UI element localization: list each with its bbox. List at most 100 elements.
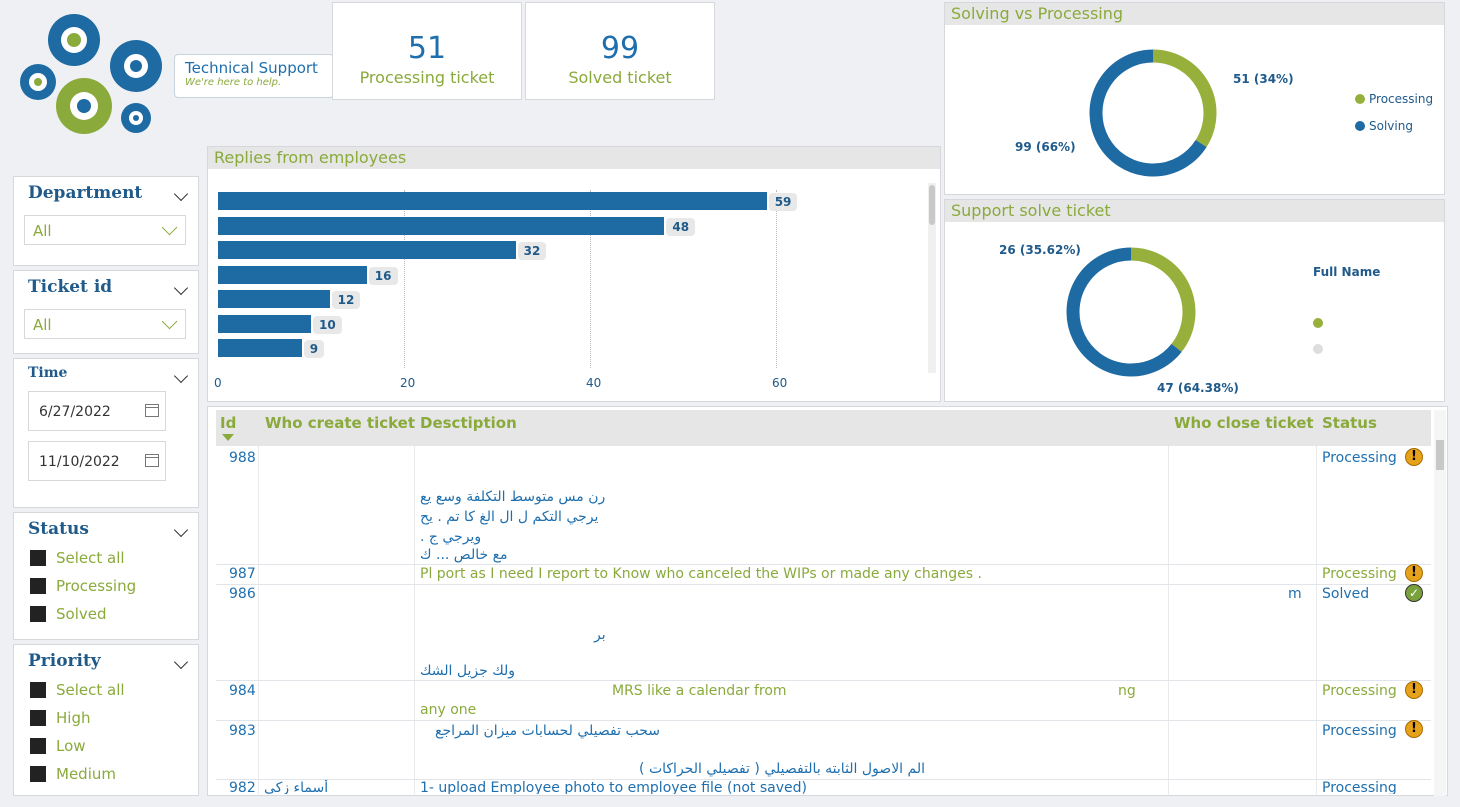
solving-vs-processing-donut <box>1089 49 1217 177</box>
bar[interactable] <box>218 314 311 333</box>
row-description-line: رن مس متوسط التكلفة وسع يع <box>420 489 606 505</box>
row-description-line: Pl port as I need I report to Know who c… <box>420 566 982 582</box>
x-tick-label: 60 <box>772 376 788 390</box>
warning-icon: ! <box>1405 681 1423 699</box>
option-label: High <box>56 709 91 727</box>
donut-slice[interactable] <box>1152 49 1217 148</box>
priority-slicer[interactable]: Priority Select all High Low Medium <box>13 644 199 796</box>
checkbox[interactable] <box>30 710 46 726</box>
department-dropdown[interactable]: All <box>24 215 186 245</box>
time-slicer[interactable]: Time 6/27/2022 11/10/2022 <box>13 358 199 508</box>
end-date-value: 11/10/2022 <box>39 454 120 470</box>
checkbox[interactable] <box>30 738 46 754</box>
warning-icon: ! <box>1405 448 1423 466</box>
chevron-down-icon[interactable] <box>173 186 189 202</box>
table-scrollbar[interactable] <box>1434 410 1446 796</box>
scrollbar-thumb[interactable] <box>929 185 935 225</box>
checkmark-icon: ✓ <box>1405 584 1423 602</box>
donut-slice[interactable] <box>1089 49 1207 177</box>
bar[interactable] <box>218 241 516 259</box>
chevron-down-icon <box>161 219 178 236</box>
kpi-processing-card: 51 Processing ticket <box>332 2 522 100</box>
table-row-id[interactable]: 983 <box>229 723 256 739</box>
sort-down-icon[interactable] <box>222 434 234 441</box>
ticket-id-value: All <box>33 316 52 334</box>
row-description-line: يرجي التكم ل ال الغ كا تم . يح <box>420 509 599 525</box>
priority-option-low[interactable]: Low <box>30 735 86 757</box>
status-option-processing[interactable]: Processing <box>30 575 136 597</box>
table-row-id[interactable]: 987 <box>229 566 256 582</box>
table-row-id[interactable]: 988 <box>229 450 256 466</box>
solving-vs-processing-title: Solving vs Processing <box>945 3 1444 25</box>
chevron-down-icon[interactable] <box>173 280 189 296</box>
donut2-label-a: 26 (35.62%) <box>999 243 1081 257</box>
kpi-processing-label: Processing ticket <box>359 68 495 87</box>
option-label: Medium <box>56 765 116 783</box>
calendar-icon[interactable] <box>145 454 159 467</box>
col-id[interactable]: Id <box>220 414 237 432</box>
chevron-down-icon[interactable] <box>173 522 189 538</box>
col-description[interactable]: Desctiption <box>420 414 517 432</box>
bar[interactable] <box>218 216 665 235</box>
status-option-select-all[interactable]: Select all <box>30 547 125 569</box>
start-date-field[interactable]: 6/27/2022 <box>28 391 166 431</box>
donut-slice[interactable] <box>1066 247 1182 377</box>
kpi-solved-label: Solved ticket <box>568 68 672 87</box>
calendar-icon[interactable] <box>145 404 159 417</box>
table-row[interactable]: 982 أسماء زكي 1- upload Employee photo t… <box>216 780 1431 794</box>
table-row-id[interactable]: 982 <box>229 780 256 794</box>
scrollbar-thumb[interactable] <box>1436 440 1444 470</box>
option-label: Solved <box>56 605 107 623</box>
row-status: Processing <box>1322 683 1397 699</box>
end-date-field[interactable]: 11/10/2022 <box>28 441 166 481</box>
checkbox[interactable] <box>30 606 46 622</box>
chevron-down-icon[interactable] <box>173 654 189 670</box>
table-row-id[interactable]: 986 <box>229 586 256 602</box>
priority-title: Priority <box>28 651 101 671</box>
support-solve-ticket-panel: Support solve ticket 26 (35.62%) 47 (64.… <box>944 199 1445 402</box>
priority-option-select-all[interactable]: Select all <box>30 679 125 701</box>
row-status: Processing <box>1322 566 1397 582</box>
legend-processing[interactable]: Processing <box>1355 92 1433 106</box>
bar[interactable] <box>218 290 330 308</box>
col-who-create[interactable]: Who create ticket <box>265 414 416 432</box>
department-value: All <box>33 222 52 240</box>
x-tick-label: 40 <box>586 376 602 390</box>
legend-dot <box>1313 318 1323 328</box>
checkbox[interactable] <box>30 578 46 594</box>
status-option-solved[interactable]: Solved <box>30 603 107 625</box>
department-slicer[interactable]: Department All <box>13 176 199 266</box>
row-description-line: ويرجي ج . <box>420 529 482 545</box>
ticket-id-dropdown[interactable]: All <box>24 309 186 339</box>
col-status[interactable]: Status <box>1322 414 1377 432</box>
kpi-processing-value: 51 <box>407 31 447 66</box>
row-description-line: الم الاصول الثابته بالتفصيلي ( تفصيلي ال… <box>639 761 925 777</box>
checkbox[interactable] <box>30 766 46 782</box>
chevron-down-icon[interactable] <box>173 368 189 384</box>
bar[interactable] <box>218 265 367 284</box>
logo-tagline: We're here to help. <box>185 77 282 88</box>
priority-option-high[interactable]: High <box>30 707 90 729</box>
checkbox[interactable] <box>30 682 46 698</box>
replies-chart-title: Replies from employees <box>208 147 940 169</box>
bar[interactable] <box>218 339 302 357</box>
chart-scrollbar[interactable] <box>928 183 936 373</box>
gears-icon <box>20 14 162 134</box>
ticket-id-slicer[interactable]: Ticket id All <box>13 270 199 354</box>
bar[interactable] <box>218 192 767 210</box>
row-description-line: سحب تفصيلي لحسابات ميزان المراجع <box>435 723 660 739</box>
table-row-id[interactable]: 984 <box>229 683 256 699</box>
bar-data-label: 59 <box>768 193 798 211</box>
row-description-line: مع خالص ... ك <box>420 547 508 563</box>
col-who-close[interactable]: Who close ticket <box>1174 414 1314 432</box>
kpi-solved-card: 99 Solved ticket <box>525 2 715 100</box>
priority-option-medium[interactable]: Medium <box>30 763 116 785</box>
legend-dot <box>1355 121 1365 131</box>
bar-data-label: 32 <box>517 242 547 260</box>
legend-solving[interactable]: Solving <box>1355 119 1413 133</box>
checkbox[interactable] <box>30 550 46 566</box>
donut-slice[interactable] <box>1130 247 1196 352</box>
status-slicer[interactable]: Status Select all Processing Solved <box>13 512 199 640</box>
bar-data-label: 10 <box>313 315 342 334</box>
kpi-solved-value: 99 <box>600 31 640 66</box>
